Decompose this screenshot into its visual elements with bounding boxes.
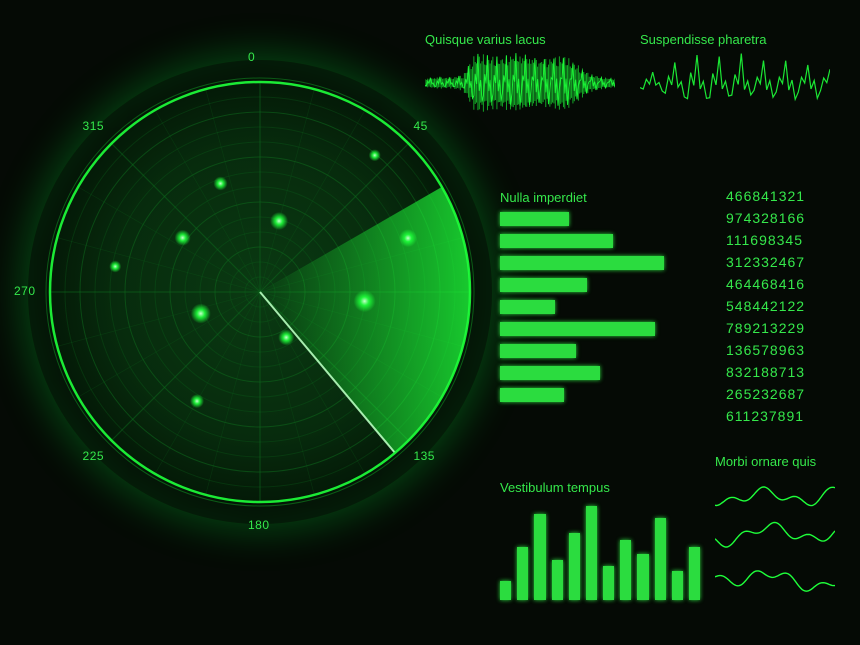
hud-stage: 045135180225270315 Quisque varius lacus … <box>0 0 860 645</box>
vbar-title: Vestibulum tempus <box>500 480 610 495</box>
vbar-col <box>620 540 631 600</box>
vbar-col <box>637 554 648 600</box>
hbar-row <box>500 366 600 380</box>
hbar-row <box>500 212 569 226</box>
miniwave-row-2 <box>715 562 835 594</box>
wave2-chart <box>640 48 830 118</box>
vbar-col <box>672 571 683 600</box>
miniwave-row-1 <box>715 520 835 552</box>
telemetry-number-row: 464468416 <box>726 273 805 295</box>
radar-degree-label: 270 <box>14 284 36 298</box>
hbar-row <box>500 344 576 358</box>
vbar-chart <box>500 500 700 600</box>
wave2-title: Suspendisse pharetra <box>640 32 766 47</box>
miniwave-title: Morbi ornare quis <box>715 454 816 469</box>
hbar-row <box>500 234 613 248</box>
hbar-row <box>500 388 564 402</box>
hbar-row <box>500 278 587 292</box>
telemetry-numbers: 4668413219743281661116983453123324674644… <box>726 185 805 427</box>
vbar-col <box>552 560 563 600</box>
vbar-col <box>655 518 666 600</box>
telemetry-number-row: 265232687 <box>726 383 805 405</box>
telemetry-number-row: 466841321 <box>726 185 805 207</box>
wave1-chart <box>425 48 615 118</box>
vbar-col <box>569 533 580 600</box>
vbar-col <box>603 566 614 600</box>
radar-display: 045135180225270315 <box>40 72 480 512</box>
hbar-row <box>500 300 555 314</box>
vbar-col <box>500 581 511 600</box>
radar-grid <box>40 72 480 512</box>
radar-degree-label: 45 <box>413 119 427 133</box>
hbar-row <box>500 322 655 336</box>
telemetry-number-row: 789213229 <box>726 317 805 339</box>
miniwave-row-0 <box>715 478 835 510</box>
hbar-chart <box>500 212 690 410</box>
telemetry-number-row: 611237891 <box>726 405 805 427</box>
radar-degree-label: 180 <box>248 518 270 532</box>
radar-degree-label: 315 <box>83 119 105 133</box>
telemetry-number-row: 974328166 <box>726 207 805 229</box>
vbar-col <box>534 514 545 600</box>
radar-degree-label: 0 <box>248 50 255 64</box>
vbar-col <box>586 506 597 600</box>
radar-degree-label: 135 <box>413 449 435 463</box>
telemetry-number-row: 548442122 <box>726 295 805 317</box>
wave1-title: Quisque varius lacus <box>425 32 546 47</box>
vbar-col <box>517 547 528 600</box>
telemetry-number-row: 111698345 <box>726 229 805 251</box>
hbar-title: Nulla imperdiet <box>500 190 587 205</box>
telemetry-number-row: 832188713 <box>726 361 805 383</box>
telemetry-number-row: 312332467 <box>726 251 805 273</box>
telemetry-number-row: 136578963 <box>726 339 805 361</box>
hbar-row <box>500 256 664 270</box>
radar-degree-label: 225 <box>83 449 105 463</box>
vbar-col <box>689 547 700 600</box>
